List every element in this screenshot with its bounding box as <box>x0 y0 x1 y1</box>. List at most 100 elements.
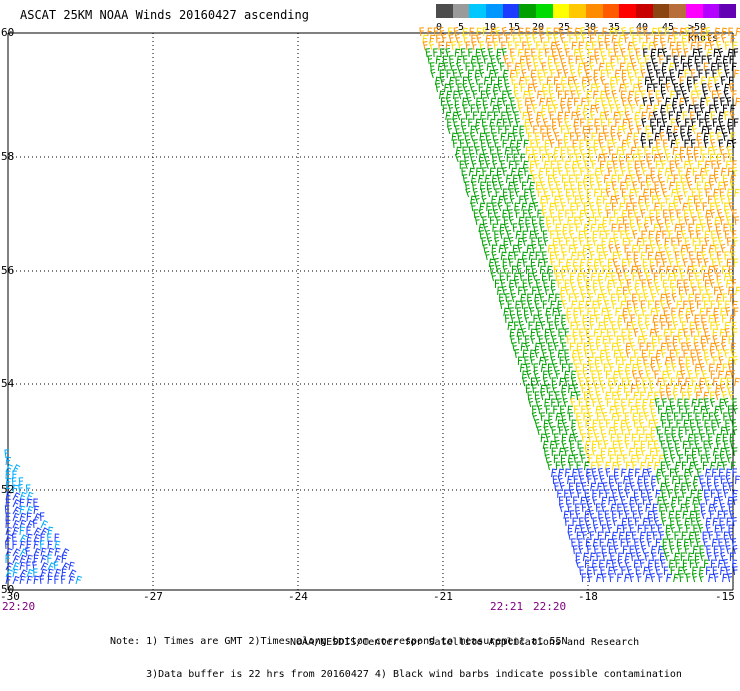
wind-barb <box>581 384 586 394</box>
wind-barb <box>544 48 550 58</box>
wind-barb <box>618 34 625 44</box>
wind-barb <box>704 41 711 51</box>
wind-barb <box>621 405 627 415</box>
wind-barb <box>495 54 502 65</box>
wind-barb <box>704 230 710 240</box>
wind-barb <box>650 307 657 317</box>
wind-barb <box>534 348 540 359</box>
wind-barb <box>610 195 616 205</box>
wind-barb <box>595 174 601 184</box>
wind-barb <box>419 27 424 37</box>
wind-barb <box>484 174 491 184</box>
wind-barb <box>609 475 614 484</box>
wind-barb <box>665 405 671 415</box>
wind-barb <box>650 173 656 184</box>
lat-label: 56 <box>1 264 15 277</box>
wind-barb <box>733 307 739 317</box>
wind-barb <box>573 383 579 394</box>
wind-barb <box>499 272 505 282</box>
wind-barb <box>598 62 605 72</box>
wind-barb <box>624 244 629 254</box>
wind-barb <box>562 397 568 408</box>
wind-barb <box>692 97 697 107</box>
wind-barb <box>495 264 501 275</box>
wind-barb <box>471 181 477 191</box>
wind-barb <box>576 104 582 114</box>
wind-barb <box>727 572 733 583</box>
wind-barb <box>699 286 704 296</box>
wind-barb <box>661 47 668 58</box>
wind-barb <box>25 547 30 557</box>
wind-barb <box>570 446 576 457</box>
wind-barb <box>539 34 545 44</box>
wind-barb <box>722 293 728 303</box>
wind-barb <box>589 180 595 191</box>
wind-barb <box>586 237 592 247</box>
wind-barb <box>597 272 604 282</box>
wind-barb <box>573 454 579 464</box>
wind-barb <box>601 237 607 247</box>
wind-barb <box>605 559 612 569</box>
wind-barb <box>517 167 524 177</box>
wind-barb <box>573 243 579 254</box>
wind-barb <box>518 76 525 86</box>
wind-barb <box>583 104 589 114</box>
wind-barb <box>575 509 581 520</box>
wind-barb <box>569 62 574 72</box>
wind-barb <box>572 517 578 527</box>
wind-barb <box>634 160 640 170</box>
wind-barb <box>663 145 669 156</box>
wind-barb <box>608 426 615 436</box>
wind-barb <box>704 118 710 128</box>
wind-barb <box>705 97 711 107</box>
wind-barb <box>540 390 546 401</box>
wind-barb <box>637 174 642 184</box>
wind-barb <box>531 237 536 247</box>
wind-barb <box>717 510 723 520</box>
wind-barb <box>632 461 637 471</box>
wind-barb <box>492 34 498 44</box>
pass-time-label: 22:21 <box>490 600 524 613</box>
wind-barb <box>606 209 611 219</box>
wind-barb <box>670 279 675 289</box>
wind-barb <box>675 349 680 359</box>
wind-barb <box>692 481 698 492</box>
wind-barb <box>564 349 569 359</box>
wind-barb <box>588 390 594 401</box>
wind-barb <box>713 188 719 198</box>
wind-barb <box>734 216 739 226</box>
wind-barb <box>589 34 595 44</box>
wind-barb <box>609 454 615 464</box>
wind-barb <box>568 363 573 373</box>
lat-label: 52 <box>1 483 15 496</box>
wind-barb <box>571 376 577 387</box>
wind-barb <box>532 271 538 282</box>
wind-barb <box>607 285 613 296</box>
wind-barb <box>700 27 706 37</box>
wind-barb <box>727 188 733 198</box>
wind-barb <box>721 265 727 275</box>
wind-barb <box>686 131 693 142</box>
wind-barb <box>533 369 539 380</box>
wind-barb <box>616 390 622 401</box>
wind-barb <box>646 181 652 191</box>
wind-barb <box>669 41 675 51</box>
wind-barb <box>719 453 725 464</box>
wind-barb <box>621 209 628 219</box>
wind-barb <box>589 201 595 212</box>
legend-swatch <box>686 4 704 18</box>
wind-barb <box>716 418 722 429</box>
wind-barb <box>723 488 729 499</box>
wind-barb <box>722 482 728 492</box>
wind-barb <box>680 244 687 254</box>
wind-barb <box>541 83 548 93</box>
wind-barb <box>720 545 725 555</box>
wind-barb <box>640 446 646 457</box>
wind-barb <box>530 328 536 338</box>
wind-barb <box>547 418 553 429</box>
wind-barb <box>601 54 607 65</box>
wind-barb <box>562 223 568 233</box>
wind-barb <box>649 209 655 219</box>
wind-barb <box>655 447 661 457</box>
wind-barb <box>505 34 511 44</box>
